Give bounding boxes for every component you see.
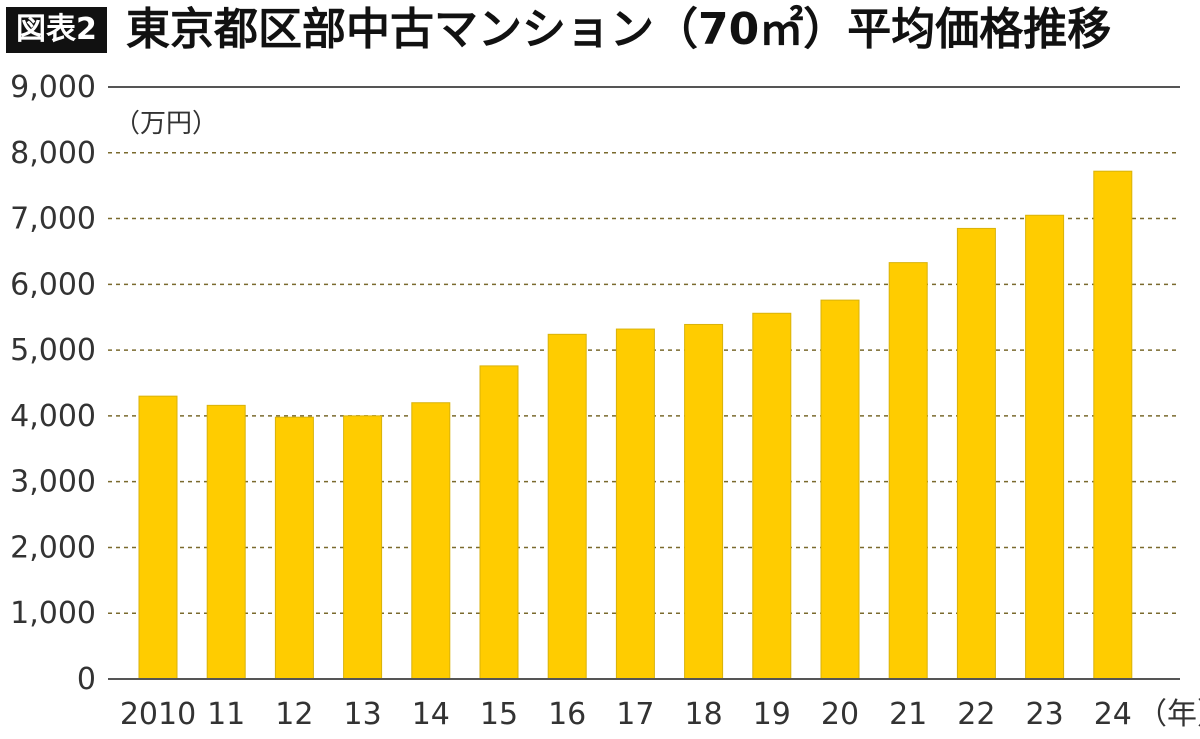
x-tick-label: 14 bbox=[412, 697, 450, 732]
bar-2010 bbox=[138, 395, 178, 680]
x-tick-label: 19 bbox=[753, 697, 791, 732]
bar-14 bbox=[411, 402, 451, 680]
x-tick-label: 11 bbox=[207, 697, 245, 732]
title-row: 図表2 東京都区部中古マンション（70㎡）平均価格推移 bbox=[0, 0, 1200, 60]
x-tick-label: 24 bbox=[1094, 697, 1132, 732]
y-tick-label: 2,000 bbox=[10, 530, 96, 565]
x-tick-label: 22 bbox=[957, 697, 995, 732]
bar-23 bbox=[1025, 214, 1065, 680]
x-tick-label: 15 bbox=[480, 697, 518, 732]
bar-20 bbox=[820, 299, 860, 680]
y-tick-label: 5,000 bbox=[10, 333, 96, 368]
bar-15 bbox=[479, 365, 519, 680]
y-tick-label: 9,000 bbox=[10, 70, 96, 105]
x-tick-label: 16 bbox=[548, 697, 586, 732]
bar-13 bbox=[343, 415, 383, 680]
x-tick-label: 2010 bbox=[120, 697, 196, 732]
x-tick-label: 17 bbox=[616, 697, 654, 732]
x-tick-label: 23 bbox=[1026, 697, 1064, 732]
chart-title: 東京都区部中古マンション（70㎡）平均価格推移 bbox=[126, 4, 1112, 55]
bar-18 bbox=[684, 323, 724, 680]
x-tick-label: 18 bbox=[685, 697, 723, 732]
bar-17 bbox=[615, 328, 655, 680]
x-tick-label: 13 bbox=[344, 697, 382, 732]
x-tick-labels: 2010 11 12 13 14 15 16 17 18 19 20 21 22 23 24 bbox=[120, 697, 1132, 732]
bar-24 bbox=[1093, 170, 1133, 680]
x-tick-label: 21 bbox=[889, 697, 927, 732]
y-axis-unit-label: （万円） bbox=[114, 109, 218, 139]
figure-label-badge: 図表2 bbox=[6, 7, 107, 53]
y-tick-labels: 0 1,000 2,000 3,000 4,000 5,000 6,000 7,000 8,00… bbox=[10, 70, 96, 697]
bar-22 bbox=[956, 227, 996, 680]
y-tick-label: 4,000 bbox=[10, 399, 96, 434]
bar-19 bbox=[752, 312, 792, 680]
y-tick-label: 1,000 bbox=[10, 596, 96, 631]
y-tick-label: 3,000 bbox=[10, 465, 96, 500]
y-tick-label: 6,000 bbox=[10, 267, 96, 302]
bar-16 bbox=[547, 333, 587, 680]
x-tick-label: 12 bbox=[275, 697, 313, 732]
y-tick-label: 8,000 bbox=[10, 136, 96, 171]
bar-12 bbox=[274, 416, 314, 680]
y-tick-label: 7,000 bbox=[10, 202, 96, 237]
x-tick-label: 20 bbox=[821, 697, 859, 732]
bar-21 bbox=[888, 262, 928, 680]
bar-11 bbox=[206, 404, 246, 680]
x-axis-unit-label: （年） bbox=[1137, 697, 1200, 732]
bars bbox=[138, 170, 1133, 680]
y-tick-label: 0 bbox=[77, 662, 96, 697]
